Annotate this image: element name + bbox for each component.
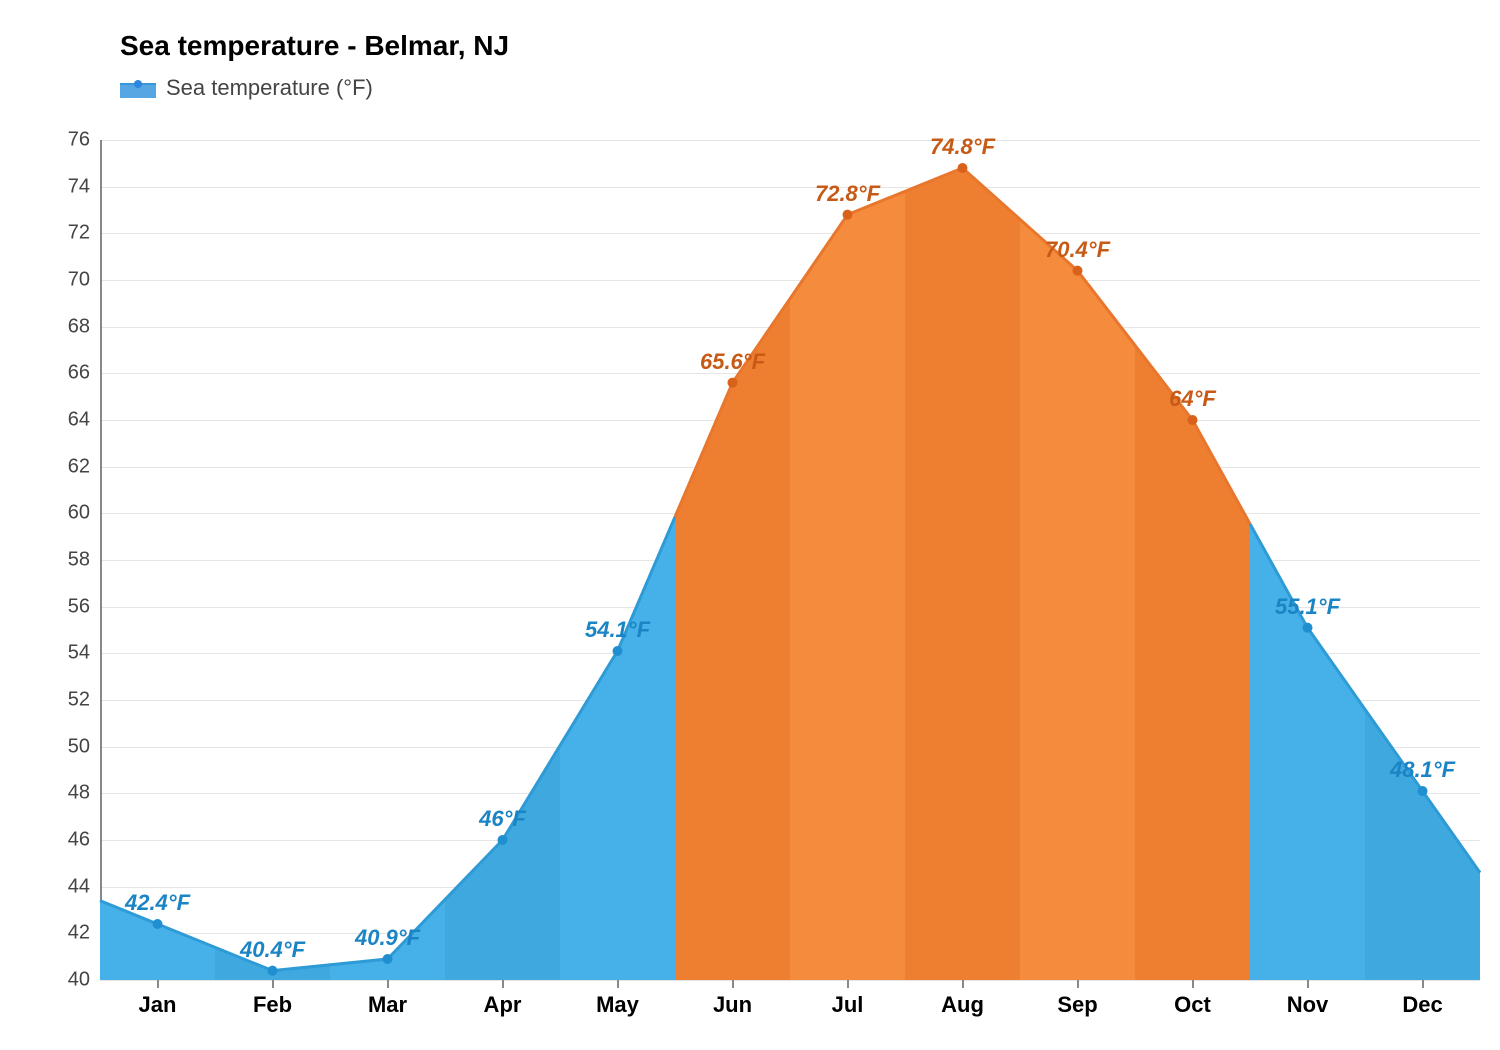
- area-band: [560, 517, 675, 980]
- data-point-marker: [1303, 623, 1313, 633]
- area-band: [1365, 709, 1480, 980]
- y-tick-label: 66: [68, 362, 100, 385]
- y-tick-label: 56: [68, 595, 100, 618]
- data-point-label: 55.1°F: [1275, 594, 1340, 620]
- y-tick-label: 76: [68, 129, 100, 152]
- data-point-marker: [613, 646, 623, 656]
- chart-legend: Sea temperature (°F): [120, 75, 373, 101]
- x-tick-label: May: [596, 980, 639, 1018]
- data-point-marker: [153, 919, 163, 929]
- data-point-label: 46°F: [479, 806, 526, 832]
- x-tick-label: Apr: [484, 980, 522, 1018]
- area-band: [1020, 219, 1135, 980]
- chart-title: Sea temperature - Belmar, NJ: [120, 30, 509, 62]
- plot-area: 40424446485052545658606264666870727476Ja…: [100, 140, 1480, 980]
- data-point-label: 40.4°F: [240, 937, 305, 963]
- x-tick-label: Dec: [1402, 980, 1442, 1018]
- area-band: [1250, 524, 1365, 980]
- x-tick-label: Jun: [713, 980, 752, 1018]
- chart-svg: [100, 140, 1480, 980]
- data-point-marker: [728, 378, 738, 388]
- data-point-marker: [1418, 786, 1428, 796]
- y-tick-label: 42: [68, 922, 100, 945]
- data-point-marker: [1188, 415, 1198, 425]
- y-tick-label: 64: [68, 409, 100, 432]
- y-tick-label: 40: [68, 969, 100, 992]
- y-tick-label: 52: [68, 689, 100, 712]
- y-tick-label: 54: [68, 642, 100, 665]
- y-tick-label: 70: [68, 269, 100, 292]
- y-tick-label: 62: [68, 455, 100, 478]
- data-point-label: 74.8°F: [930, 134, 995, 160]
- y-tick-label: 50: [68, 735, 100, 758]
- x-tick-label: Jan: [139, 980, 177, 1018]
- data-point-marker: [498, 835, 508, 845]
- area-band: [1135, 345, 1250, 980]
- y-tick-label: 58: [68, 549, 100, 572]
- legend-label: Sea temperature (°F): [166, 75, 373, 101]
- area-band: [905, 168, 1020, 980]
- y-tick-label: 60: [68, 502, 100, 525]
- x-tick-label: Sep: [1057, 980, 1097, 1018]
- area-band: [675, 299, 790, 980]
- data-point-label: 40.9°F: [355, 925, 420, 951]
- x-tick-label: Nov: [1287, 980, 1329, 1018]
- area-band: [790, 191, 905, 980]
- x-tick-label: Aug: [941, 980, 984, 1018]
- y-tick-label: 74: [68, 175, 100, 198]
- area-band: [445, 746, 560, 981]
- y-tick-label: 72: [68, 222, 100, 245]
- data-point-marker: [843, 210, 853, 220]
- x-tick-label: Oct: [1174, 980, 1211, 1018]
- data-point-label: 42.4°F: [125, 890, 190, 916]
- data-point-marker: [383, 954, 393, 964]
- y-tick-label: 44: [68, 875, 100, 898]
- y-tick-label: 68: [68, 315, 100, 338]
- data-point-marker: [268, 966, 278, 976]
- data-point-label: 54.1°F: [585, 617, 650, 643]
- x-tick-label: Feb: [253, 980, 292, 1018]
- gridline: [100, 980, 1480, 981]
- data-point-marker: [958, 163, 968, 173]
- y-tick-label: 48: [68, 782, 100, 805]
- x-tick-label: Mar: [368, 980, 407, 1018]
- data-point-label: 65.6°F: [700, 349, 765, 375]
- legend-swatch-dot: [134, 80, 142, 88]
- legend-swatch: [120, 78, 156, 98]
- data-point-label: 70.4°F: [1045, 237, 1110, 263]
- data-point-marker: [1073, 266, 1083, 276]
- data-point-label: 64°F: [1169, 386, 1216, 412]
- chart-container: Sea temperature - Belmar, NJ Sea tempera…: [0, 0, 1500, 1050]
- data-point-label: 72.8°F: [815, 181, 880, 207]
- y-tick-label: 46: [68, 829, 100, 852]
- x-tick-label: Jul: [832, 980, 864, 1018]
- data-point-label: 48.1°F: [1390, 757, 1455, 783]
